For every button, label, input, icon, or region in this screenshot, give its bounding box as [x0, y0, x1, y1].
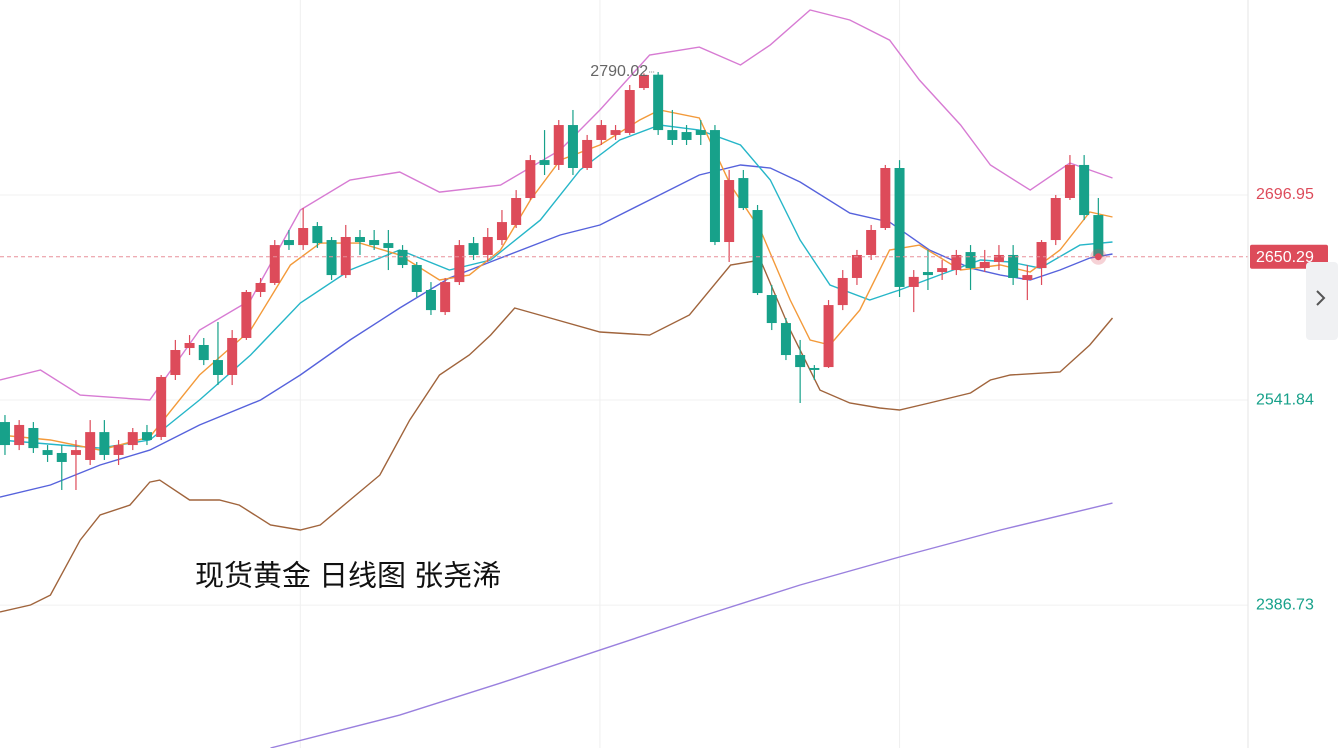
candle-body [610, 130, 621, 135]
candle-body [709, 130, 720, 243]
candle-body [1064, 164, 1075, 199]
candle-body [624, 90, 635, 133]
candle-body [979, 261, 990, 269]
candle-body [1008, 254, 1019, 278]
candle-body [198, 344, 209, 361]
candle-body [312, 226, 323, 244]
candle-body [525, 160, 536, 199]
candle-body [937, 268, 948, 273]
candle-body [993, 254, 1004, 262]
candle-body [56, 452, 67, 462]
grid [0, 0, 1248, 748]
candle-body [127, 432, 138, 446]
candle-body [397, 249, 408, 266]
indicator-line [270, 502, 1113, 748]
last-price-dot [1094, 253, 1102, 261]
candle-body [156, 376, 167, 437]
candle-body [922, 272, 933, 276]
candle-body [42, 450, 53, 455]
candle-body [141, 432, 152, 441]
candle-body [851, 254, 862, 278]
candle-body [1036, 242, 1047, 269]
chart-annotation: 现货黄金 日线图 张尧浠 [195, 560, 501, 593]
candle-body [99, 432, 110, 455]
candle-body [298, 228, 309, 246]
candle-body [866, 229, 877, 255]
candle-body [1093, 215, 1104, 257]
candle-body [695, 130, 706, 135]
candle-body [227, 337, 238, 375]
candle-body [724, 180, 735, 243]
last-price-label: 2650.29 [1256, 249, 1314, 266]
candle-body [1022, 275, 1033, 280]
candle-body [582, 139, 593, 168]
candle-body [653, 74, 664, 131]
candle-body [28, 427, 39, 449]
candle-body [894, 167, 905, 287]
candle-body [681, 132, 692, 140]
candle-body [567, 125, 578, 168]
candle-body [326, 240, 337, 276]
candle-body [241, 291, 252, 338]
overlay: 2790.02 [0, 63, 1248, 265]
candle-body [780, 323, 791, 356]
candle-body [283, 240, 294, 246]
candle-body [738, 178, 749, 209]
candle-body [269, 245, 280, 283]
scroll-button[interactable] [1306, 262, 1338, 340]
candle-body [809, 367, 820, 370]
candles [0, 72, 1104, 490]
y-tick-label: 2696.95 [1256, 186, 1314, 203]
candle-body [553, 125, 564, 165]
candle-body [965, 252, 976, 269]
candle-body [667, 130, 678, 140]
candle-body [511, 198, 522, 225]
candle-body [212, 360, 223, 375]
y-tick-label: 2541.84 [1256, 391, 1314, 408]
candle-body [0, 422, 10, 446]
indicator-line [0, 109, 1113, 451]
scroll-arrow[interactable] [1316, 290, 1326, 306]
candle-body [425, 290, 436, 311]
candle-body [539, 160, 550, 165]
candle-body [1079, 164, 1090, 216]
y-tick-label: 2386.73 [1256, 596, 1314, 613]
candle-body [255, 282, 266, 292]
candle-body [468, 243, 479, 255]
candle-body [113, 445, 124, 455]
candle-body [440, 282, 451, 313]
candle-body [752, 210, 763, 294]
candle-body [908, 276, 919, 287]
candle-body [354, 236, 365, 243]
candle-body [837, 277, 848, 306]
high-label: 2790.02 [590, 63, 648, 80]
candle-body [638, 74, 649, 89]
candle-body [369, 240, 380, 246]
candle-body [170, 350, 181, 375]
candle-body [383, 243, 394, 248]
candle-body [482, 236, 493, 255]
candle-body [14, 424, 25, 446]
candle-body [454, 245, 465, 283]
candle-body [795, 355, 806, 368]
candle-body [85, 432, 96, 460]
candle-body [1050, 198, 1061, 241]
candle-body [70, 450, 81, 455]
candle-body [496, 222, 507, 241]
indicator-line [0, 259, 1114, 613]
candle-body [880, 167, 891, 229]
candle-body [184, 343, 195, 349]
candle-body [340, 236, 351, 276]
candle-body [951, 254, 962, 271]
indicator-line [0, 164, 1113, 498]
indicator-line [0, 9, 1113, 401]
candle-body [823, 305, 834, 368]
candle-body [411, 265, 422, 292]
candle-body [766, 295, 777, 324]
candle-body [596, 125, 607, 140]
